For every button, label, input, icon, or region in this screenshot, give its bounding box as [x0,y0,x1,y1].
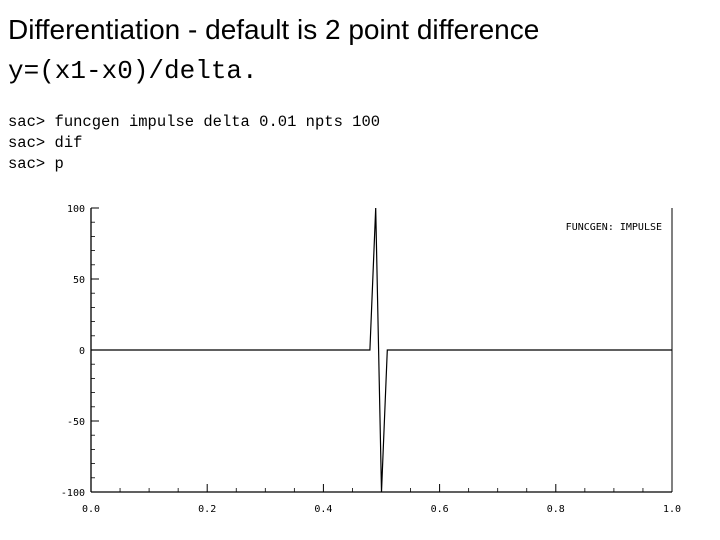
y-tick-label: 50 [73,275,85,286]
x-tick-label: 0.6 [431,504,449,515]
x-tick-label: 0.8 [547,504,565,515]
console-line: sac> funcgen impulse delta 0.01 npts 100 [8,112,380,133]
console-line: sac> p [8,154,380,175]
console-command: dif [54,134,83,152]
y-tick-label: -50 [67,417,85,428]
x-tick-label: 0.0 [82,504,100,515]
console-line: sac> dif [8,133,380,154]
x-tick-label: 0.2 [198,504,216,515]
y-tick-label: -100 [61,488,85,499]
plot-label: FUNCGEN: IMPULSE [566,222,662,233]
y-tick-label: 100 [67,204,85,215]
y-tick-label: 0 [79,346,85,357]
console-prompt: sac> [8,113,46,131]
series-line [91,207,672,493]
x-tick-label: 0.4 [314,504,332,515]
console-prompt: sac> [8,155,46,173]
console-prompt: sac> [8,134,46,152]
x-tick-label: 1.0 [663,504,681,515]
console-command: p [54,155,64,173]
console-command: funcgen impulse delta 0.01 npts 100 [54,113,381,131]
slide-title: Differentiation - default is 2 point dif… [8,14,540,45]
formula-text: y=(x1-x0)/delta. [8,56,258,86]
sac-console: sac> funcgen impulse delta 0.01 npts 100… [8,112,380,175]
